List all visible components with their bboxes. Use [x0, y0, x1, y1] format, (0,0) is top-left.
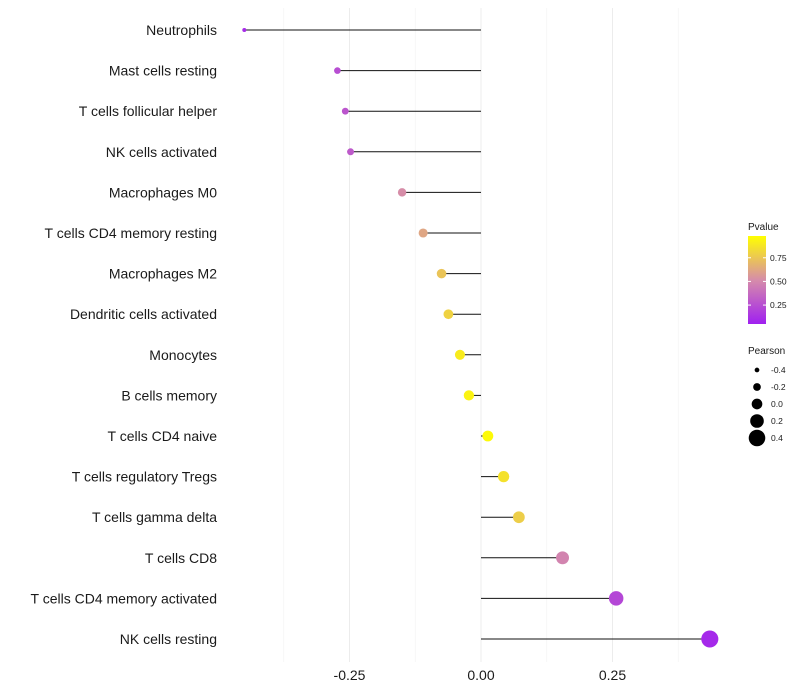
grid-lines — [283, 8, 679, 662]
category-label: T cells regulatory Tregs — [72, 469, 217, 485]
x-tick-label: -0.25 — [334, 667, 366, 683]
category-label: T cells CD4 naive — [108, 428, 218, 444]
category-label: T cells CD4 memory resting — [45, 225, 217, 241]
category-label: Macrophages M0 — [109, 184, 217, 200]
pearson-legend-dot — [750, 414, 764, 428]
pvalue-colorbar — [748, 236, 766, 324]
lollipop-stems — [244, 29, 710, 640]
lollipop-point — [701, 630, 719, 648]
lollipop-point — [397, 188, 407, 197]
pvalue-legend: Pvalue 0.25 0.50 0.75 — [748, 222, 787, 324]
colorbar-tick-label: 0.25 — [770, 300, 787, 310]
pearson-legend-label: 0.4 — [771, 433, 783, 443]
category-label: Monocytes — [149, 347, 217, 363]
category-labels: Neutrophils Mast cells resting T cells fol… — [31, 22, 218, 647]
lollipop-point — [443, 309, 454, 320]
pearson-legend-label: 0.2 — [771, 416, 783, 426]
category-label: Macrophages M2 — [109, 266, 217, 282]
lollipop-point — [482, 430, 494, 442]
category-label: NK cells resting — [120, 631, 217, 647]
category-label: T cells CD4 memory activated — [31, 590, 217, 606]
pearson-legend-title: Pearson — [748, 346, 785, 357]
colorbar-tick-label: 0.50 — [770, 276, 787, 286]
lollipop-point — [334, 67, 341, 74]
category-label: Neutrophils — [146, 22, 217, 38]
pearson-legend-dot — [748, 429, 766, 447]
category-label: T cells gamma delta — [92, 509, 217, 525]
lollipop-point — [513, 511, 525, 524]
lollipop-point — [454, 349, 465, 360]
x-axis-tick-labels: -0.25 0.00 0.25 — [334, 667, 627, 683]
pearson-legend-label: 0.0 — [771, 399, 783, 409]
pearson-legend-label: -0.2 — [771, 382, 786, 392]
lollipop-point — [341, 107, 349, 115]
category-label: B cells memory — [121, 387, 217, 403]
lollipop-point — [556, 551, 570, 565]
lollipop-point — [242, 28, 247, 32]
lollipop-point — [608, 591, 624, 606]
pearson-legend-dot — [754, 367, 760, 373]
pvalue-legend-title: Pvalue — [748, 222, 779, 233]
pearson-legend-dot — [751, 398, 763, 410]
lollipop-point — [418, 228, 428, 238]
category-label: T cells follicular helper — [79, 103, 218, 119]
lollipop-point — [463, 390, 475, 401]
category-label: NK cells activated — [106, 144, 217, 160]
pearson-legend-dot — [753, 383, 761, 391]
x-tick-label: 0.25 — [599, 667, 626, 683]
category-label: T cells CD8 — [145, 550, 217, 566]
x-tick-label: 0.00 — [467, 667, 494, 683]
pearson-legend-label: -0.4 — [771, 365, 786, 375]
lollipop-points — [242, 28, 719, 648]
lollipop-point — [436, 268, 447, 279]
colorbar-tick-label: 0.75 — [770, 253, 787, 263]
lollipop-point — [497, 470, 510, 483]
pearson-legend: Pearson -0.4 -0.2 0.0 0.2 0.4 — [748, 346, 786, 447]
lollipop-point — [347, 148, 355, 156]
category-label: Dendritic cells activated — [70, 306, 217, 322]
category-label: Mast cells resting — [109, 63, 217, 79]
